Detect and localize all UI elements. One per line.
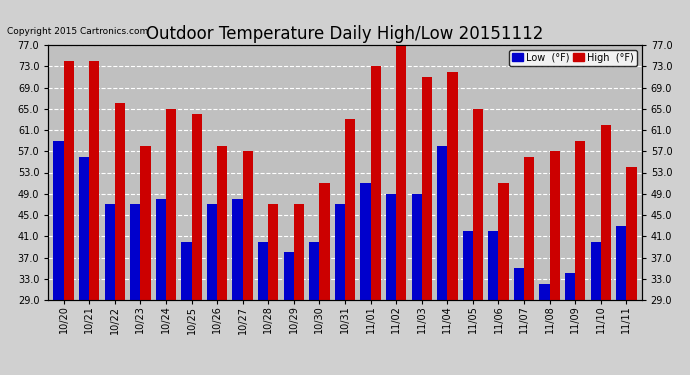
Bar xyxy=(565,273,575,300)
Bar xyxy=(616,226,627,300)
Bar xyxy=(181,242,192,300)
Bar xyxy=(371,66,381,300)
Title: Outdoor Temperature Daily High/Low 20151112: Outdoor Temperature Daily High/Low 20151… xyxy=(146,26,544,44)
Bar xyxy=(319,183,330,300)
Bar xyxy=(79,157,89,300)
Bar xyxy=(540,284,550,300)
Bar xyxy=(294,204,304,300)
Bar xyxy=(258,242,268,300)
Bar xyxy=(284,252,294,300)
Bar xyxy=(591,242,601,300)
Bar xyxy=(217,146,227,300)
Bar xyxy=(207,204,217,300)
Bar xyxy=(130,204,140,300)
Bar xyxy=(447,72,457,300)
Bar xyxy=(473,109,483,300)
Bar xyxy=(463,231,473,300)
Bar xyxy=(309,242,319,300)
Legend: Low  (°F), High  (°F): Low (°F), High (°F) xyxy=(509,50,637,66)
Bar xyxy=(422,77,432,300)
Bar xyxy=(437,146,447,300)
Bar xyxy=(514,268,524,300)
Bar xyxy=(243,151,253,300)
Bar xyxy=(105,204,115,300)
Bar xyxy=(233,199,243,300)
Bar xyxy=(386,194,396,300)
Bar xyxy=(396,45,406,300)
Bar xyxy=(335,204,345,300)
Bar xyxy=(489,231,498,300)
Bar xyxy=(63,61,74,300)
Bar xyxy=(192,114,201,300)
Bar xyxy=(140,146,150,300)
Bar xyxy=(268,204,279,300)
Bar xyxy=(53,141,63,300)
Bar xyxy=(166,109,176,300)
Bar xyxy=(411,194,422,300)
Bar xyxy=(498,183,509,300)
Bar xyxy=(156,199,166,300)
Bar xyxy=(89,61,99,300)
Bar xyxy=(360,183,371,300)
Bar xyxy=(524,157,534,300)
Bar xyxy=(601,124,611,300)
Bar xyxy=(345,119,355,300)
Bar xyxy=(575,141,585,300)
Text: Copyright 2015 Cartronics.com: Copyright 2015 Cartronics.com xyxy=(7,27,148,36)
Bar xyxy=(550,151,560,300)
Bar xyxy=(627,167,637,300)
Bar xyxy=(115,104,125,300)
